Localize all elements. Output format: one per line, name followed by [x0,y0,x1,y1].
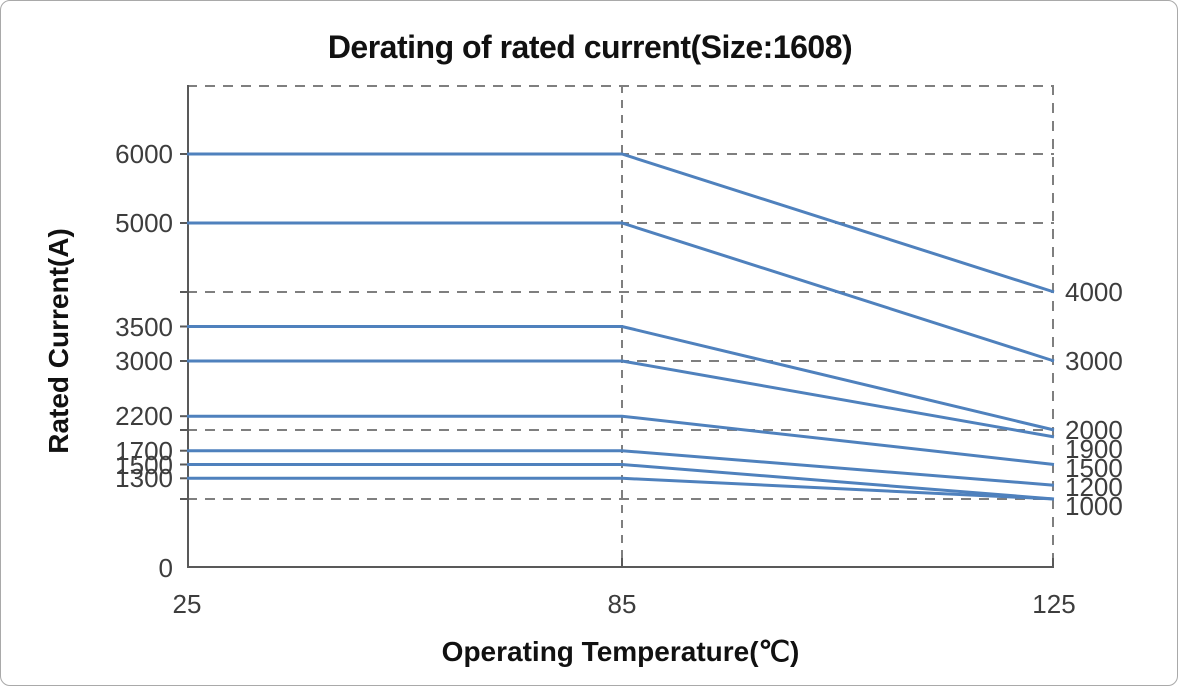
x-tick-label-85: 85 [607,589,637,619]
y-left-label-6000: 6000 [115,139,173,169]
y-right-label-1500: 1500 [1065,453,1123,483]
x-tick-label-25: 25 [172,589,202,619]
series-line-6000 [187,152,1055,294]
y-left-label-2200: 2200 [115,401,173,432]
y-left-label-1700: 1700 [115,435,173,466]
y-right-label-4000: 4000 [1065,277,1123,307]
y-right-label-2000: 2000 [1065,415,1123,445]
series-line-1700 [187,449,1055,487]
y-left-label-3500: 3500 [115,311,173,342]
x-axis-title: Operating Temperature(℃) [441,636,800,667]
series-line-2200 [187,414,1055,466]
chart-canvas [180,85,1055,568]
chart-title: Derating of rated current(Size:1608) [327,29,853,65]
series-line-1500 [187,463,1055,501]
x-tick-label-125: 125 [1032,589,1076,619]
y-left-label-3000: 3000 [115,346,173,376]
y-right-label-1900: 1900 [1065,434,1123,464]
y-right-label-1200: 1200 [1065,472,1123,502]
y-left-label-1300: 1300 [115,463,173,494]
plot-area [180,85,1055,568]
series-line-5000 [187,221,1055,363]
y-right-label-3000: 3000 [1065,346,1123,376]
y-right-label-1000: 1000 [1065,491,1123,521]
y-left-label-0: 0 [158,553,173,583]
series-line-1300 [187,476,1055,501]
series-line-3500 [187,325,1055,432]
y-left-label-1500: 1500 [115,449,173,480]
series-line-3000 [187,359,1055,439]
y-axis-title: Rated Current(A) [43,228,74,454]
y-left-label-5000: 5000 [115,208,173,238]
